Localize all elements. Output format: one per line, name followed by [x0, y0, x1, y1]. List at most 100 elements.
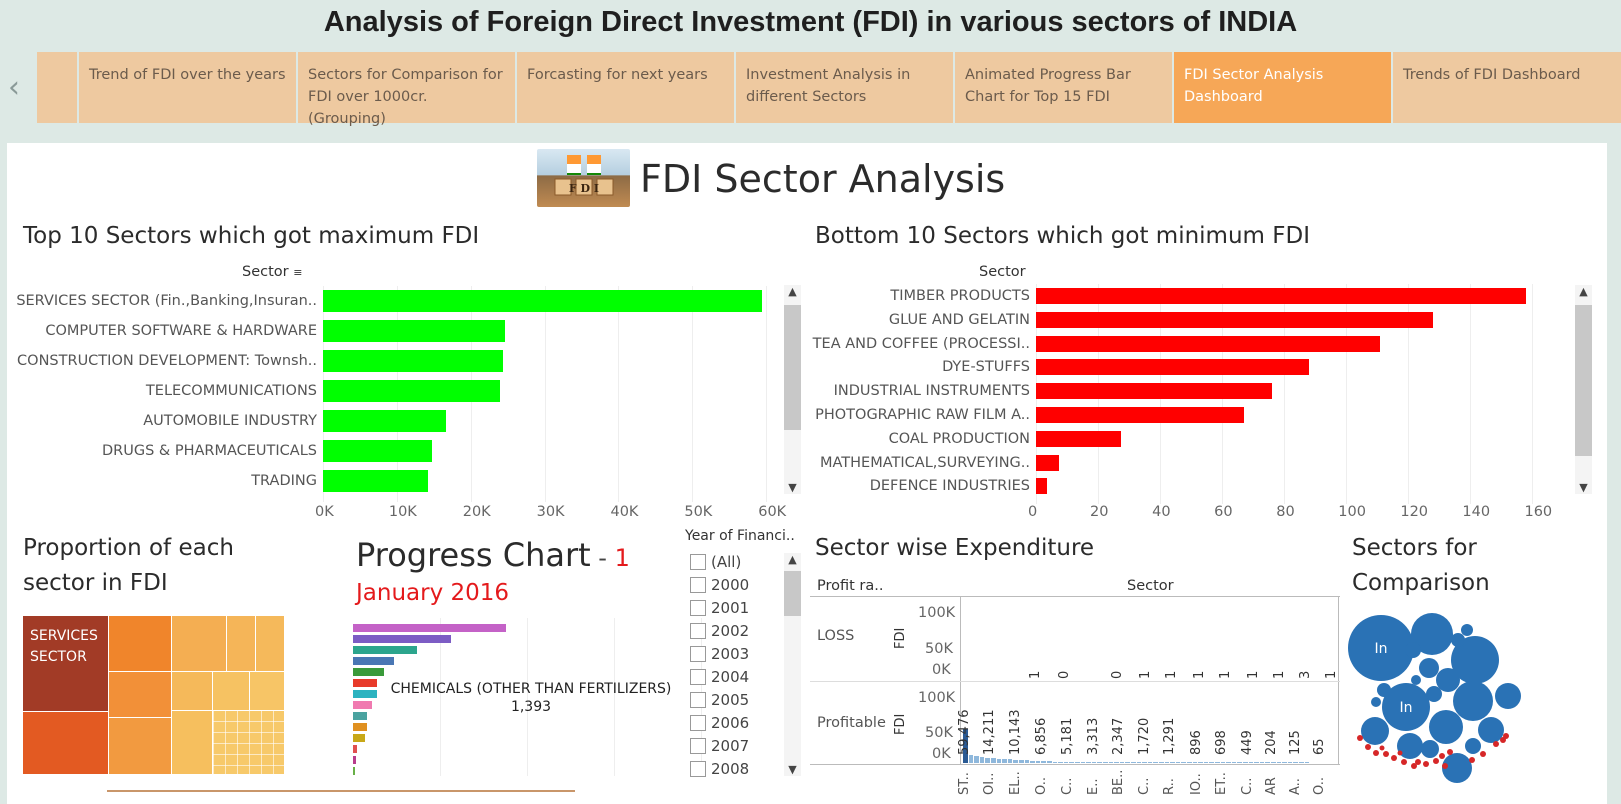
expenditure-bar[interactable] — [1002, 759, 1007, 763]
expenditure-bar[interactable] — [1097, 762, 1102, 763]
year-option[interactable]: 2001 — [690, 599, 749, 619]
bubble[interactable] — [1495, 683, 1521, 709]
expenditure-bar[interactable] — [1164, 762, 1170, 763]
expenditure-bar[interactable] — [1203, 762, 1209, 763]
bar[interactable] — [323, 290, 763, 312]
year-option[interactable]: 2003 — [690, 645, 749, 665]
bubble[interactable] — [1419, 658, 1439, 678]
expenditure-bar[interactable] — [1276, 762, 1282, 763]
treemap-cell[interactable] — [172, 616, 226, 671]
bubble[interactable] — [1397, 733, 1423, 759]
checkbox[interactable] — [690, 761, 706, 777]
expenditure-bar[interactable] — [1069, 761, 1074, 763]
scroll-up-icon[interactable]: ▲ — [1579, 285, 1588, 298]
expenditure-bar[interactable] — [1119, 762, 1125, 763]
bubble[interactable] — [1411, 675, 1421, 685]
expenditure-bar[interactable] — [1125, 762, 1130, 763]
treemap-cell[interactable] — [213, 672, 249, 710]
expenditure-bar[interactable] — [979, 756, 985, 763]
checkbox[interactable] — [690, 669, 706, 685]
expenditure-bar[interactable] — [1007, 759, 1013, 763]
expenditure-bar[interactable] — [1086, 762, 1091, 763]
expenditure-bar[interactable] — [1254, 762, 1259, 763]
bar[interactable] — [323, 320, 506, 342]
scroll-thumb[interactable] — [1575, 305, 1592, 456]
bar[interactable] — [323, 410, 447, 432]
expenditure-bar[interactable] — [1108, 762, 1114, 763]
bubble[interactable] — [1361, 717, 1389, 745]
progress-bar[interactable] — [353, 690, 377, 698]
bar[interactable] — [1036, 454, 1060, 471]
expenditure-bar[interactable] — [996, 758, 1002, 763]
expenditure-bar[interactable] — [974, 756, 979, 763]
progress-bar[interactable] — [353, 657, 394, 665]
progress-bar[interactable] — [353, 668, 384, 676]
expenditure-bar[interactable] — [985, 757, 990, 763]
expenditure-bar[interactable] — [1075, 762, 1080, 763]
expenditure-bar[interactable] — [1170, 762, 1175, 763]
treemap-cell[interactable] — [250, 672, 284, 710]
expenditure-bar[interactable] — [1041, 761, 1046, 763]
expenditure-bar[interactable] — [1237, 762, 1242, 763]
year-option[interactable]: 2004 — [690, 668, 749, 688]
expenditure-bar[interactable] — [1192, 762, 1198, 763]
bubble[interactable] — [1371, 697, 1381, 707]
progress-bar[interactable] — [353, 624, 506, 632]
treemap-cell-services[interactable]: SERVICES SECTOR — [23, 616, 108, 711]
progress-bar[interactable] — [353, 767, 355, 775]
checkbox[interactable] — [690, 554, 706, 570]
bubble[interactable] — [1451, 633, 1465, 647]
expenditure-bar[interactable] — [1114, 762, 1119, 763]
tab-hidden[interactable] — [37, 52, 77, 123]
treemap-cell[interactable] — [256, 616, 284, 671]
bar[interactable] — [1036, 407, 1244, 423]
expenditure-bar[interactable] — [1271, 762, 1276, 763]
bubble[interactable] — [1411, 613, 1453, 655]
expenditure-bar[interactable] — [991, 758, 996, 763]
expenditure-bar[interactable] — [1103, 762, 1108, 763]
expenditure-bar[interactable] — [1052, 761, 1058, 763]
bubble[interactable] — [1382, 683, 1430, 731]
expenditure-bar[interactable] — [1030, 760, 1035, 763]
bar[interactable] — [1036, 359, 1310, 376]
expenditure-bar[interactable] — [1248, 762, 1254, 763]
progress-bar[interactable] — [353, 679, 377, 687]
year-option[interactable]: 2008 — [690, 760, 749, 780]
expenditure-bar[interactable] — [1282, 762, 1287, 763]
scroll-up-icon[interactable]: ▲ — [788, 285, 797, 298]
scroll-thumb[interactable] — [784, 571, 801, 616]
year-option[interactable]: 2007 — [690, 737, 749, 757]
expenditure-bar[interactable] — [1265, 762, 1270, 763]
treemap-cell[interactable] — [172, 672, 212, 710]
bubble[interactable] — [1348, 615, 1414, 681]
expenditure-bar[interactable] — [1287, 762, 1293, 763]
year-option[interactable]: (All) — [690, 553, 741, 573]
tabs-prev-arrow-icon[interactable]: ‹ — [8, 70, 20, 105]
bar[interactable] — [1036, 335, 1381, 352]
expenditure-bar[interactable] — [1013, 759, 1018, 763]
tab-investment-analysis[interactable]: Investment Analysis in different Sectors — [736, 52, 953, 123]
expenditure-bar[interactable] — [1058, 761, 1063, 763]
progress-bar[interactable] — [353, 734, 365, 742]
bar[interactable] — [323, 440, 432, 462]
progress-bar[interactable] — [353, 756, 356, 764]
progress-bar[interactable] — [353, 635, 451, 643]
expenditure-bar[interactable] — [1175, 762, 1181, 763]
treemap-small-cells[interactable] — [213, 711, 284, 774]
scroll-down-icon[interactable]: ▼ — [1579, 481, 1588, 494]
treemap-cell[interactable] — [109, 616, 171, 671]
bubble[interactable] — [1453, 681, 1493, 721]
treemap-cell[interactable] — [227, 616, 255, 671]
expenditure-bar[interactable] — [1019, 760, 1024, 763]
year-filter-scrollbar[interactable]: ▲ ▼ — [784, 553, 801, 776]
bar[interactable] — [1036, 288, 1527, 304]
expenditure-bar[interactable] — [1243, 762, 1248, 763]
bubble[interactable] — [1465, 738, 1481, 754]
scroll-thumb[interactable] — [784, 305, 801, 430]
expenditure-bar[interactable] — [1131, 762, 1136, 763]
treemap-cell[interactable] — [23, 712, 108, 774]
expenditure-bar[interactable] — [1304, 762, 1310, 763]
tab-trend-of-fdi[interactable]: Trend of FDI over the years — [79, 52, 296, 123]
bar[interactable] — [1036, 478, 1047, 495]
treemap-cell[interactable] — [109, 718, 171, 774]
